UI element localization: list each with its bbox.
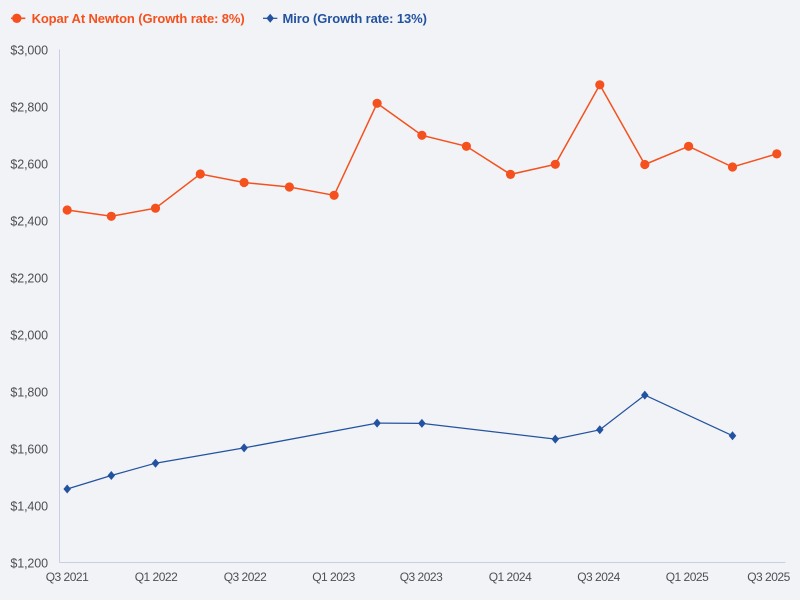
svg-text:Q1 2022: Q1 2022 — [135, 570, 178, 584]
svg-text:Q3 2022: Q3 2022 — [224, 570, 267, 584]
svg-text:Miro (Growth rate: 13%): Miro (Growth rate: 13%) — [283, 11, 427, 26]
svg-text:Q1 2023: Q1 2023 — [312, 570, 355, 584]
svg-text:$1,200: $1,200 — [10, 556, 48, 570]
svg-text:Kopar At Newton (Growth rate:: Kopar At Newton (Growth rate: 8%) — [32, 11, 245, 26]
svg-text:$2,400: $2,400 — [10, 214, 48, 228]
svg-text:$2,000: $2,000 — [10, 328, 48, 342]
svg-text:$3,000: $3,000 — [10, 44, 48, 58]
svg-text:Q1 2024: Q1 2024 — [489, 570, 532, 584]
svg-text:Q3 2025: Q3 2025 — [747, 570, 790, 584]
svg-text:Q3 2024: Q3 2024 — [577, 570, 620, 584]
svg-text:$1,400: $1,400 — [10, 499, 48, 513]
svg-text:$1,800: $1,800 — [10, 385, 48, 399]
svg-text:Q1 2025: Q1 2025 — [666, 570, 709, 584]
svg-text:Q3 2023: Q3 2023 — [400, 570, 443, 584]
svg-text:$2,200: $2,200 — [10, 271, 48, 285]
svg-text:Q3 2021: Q3 2021 — [46, 570, 89, 584]
svg-text:$2,800: $2,800 — [10, 101, 48, 115]
svg-text:$2,600: $2,600 — [10, 157, 48, 171]
svg-text:$1,600: $1,600 — [10, 442, 48, 456]
